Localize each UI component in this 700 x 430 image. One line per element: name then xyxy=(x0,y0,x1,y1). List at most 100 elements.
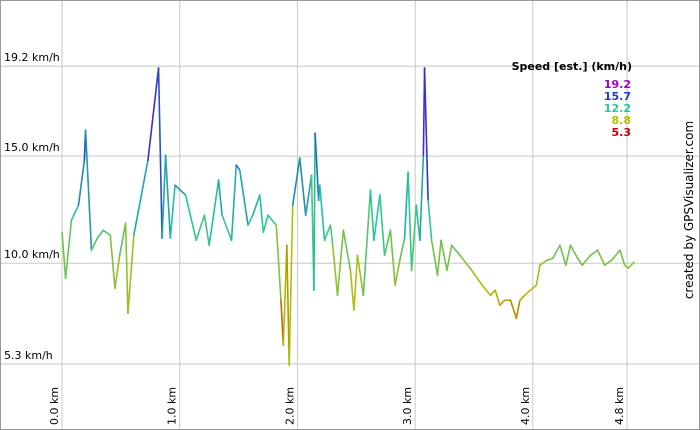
speed-segment xyxy=(440,239,448,272)
y-tick-label: 15.0 km/h xyxy=(4,141,60,154)
speed-segment xyxy=(323,224,332,242)
speed-segment xyxy=(446,244,453,272)
speed-segment xyxy=(552,244,561,260)
speed-segment xyxy=(262,214,269,233)
speed-segment xyxy=(389,229,396,287)
speed-segment xyxy=(235,164,241,171)
speed-segment xyxy=(184,194,198,242)
speed-segment xyxy=(565,244,572,266)
speed-segment xyxy=(619,249,626,266)
speed-segment xyxy=(519,294,526,302)
speed-segment xyxy=(291,157,301,206)
speed-segment xyxy=(77,159,86,206)
speed-segment xyxy=(427,199,433,242)
speed-segment xyxy=(251,194,261,217)
x-tick-label: 4.8 km xyxy=(613,387,626,425)
legend-title: Speed [est.] (km/h) xyxy=(512,60,632,73)
speed-segment xyxy=(523,289,532,297)
speed-segment xyxy=(217,179,223,217)
speed-segment xyxy=(535,264,541,287)
speed-segment xyxy=(61,231,67,279)
speed-segment xyxy=(319,184,326,242)
speed-segment xyxy=(383,229,392,257)
speed-segment xyxy=(489,289,496,297)
speed-segment xyxy=(603,259,613,266)
speed-segment xyxy=(133,159,149,236)
speed-segment xyxy=(84,129,93,251)
x-tick-label: 0.0 km xyxy=(48,387,61,425)
speed-segment xyxy=(157,67,163,239)
speed-segment xyxy=(247,214,254,226)
speed-segment xyxy=(169,184,176,239)
legend-value: 5.3 xyxy=(612,126,632,139)
speed-segment xyxy=(415,204,421,242)
speed-segment xyxy=(589,249,599,257)
legend-value: 19.2 xyxy=(604,78,631,91)
speed-segment xyxy=(221,214,233,242)
watermark: created by GPSVisualizer.com xyxy=(682,121,696,299)
speed-segment xyxy=(369,189,375,242)
speed-segment xyxy=(64,219,73,279)
legend-value: 8.8 xyxy=(612,114,632,127)
speed-segment xyxy=(286,244,291,367)
speed-segment xyxy=(515,299,521,320)
speed-segment xyxy=(539,259,548,266)
speed-segment xyxy=(394,259,401,287)
speed-segment xyxy=(379,194,386,257)
y-tick-label: 19.2 km/h xyxy=(4,51,60,64)
speed-segment xyxy=(174,184,187,196)
x-tick-label: 1.0 km xyxy=(166,387,179,425)
speed-segment xyxy=(423,67,429,202)
speed-segment xyxy=(109,234,116,290)
speed-segment xyxy=(546,257,554,262)
speed-segment xyxy=(403,171,409,239)
speed-segment xyxy=(596,249,606,266)
speed-segment xyxy=(102,229,112,236)
speed-segment xyxy=(230,164,238,242)
speed-segment xyxy=(164,154,172,239)
speed-segment xyxy=(470,269,484,287)
speed-segment xyxy=(127,234,135,315)
speed-segment xyxy=(569,244,579,260)
speed-segment xyxy=(499,299,506,306)
speed-segment xyxy=(314,132,320,202)
speed-segment xyxy=(459,254,473,272)
speed-segment xyxy=(436,239,442,276)
x-tick-label: 4.0 km xyxy=(519,387,532,425)
speed-segment xyxy=(559,244,567,266)
speed-segment xyxy=(494,289,501,306)
speed-segment xyxy=(70,204,80,221)
speed-segment xyxy=(399,237,406,262)
speed-segment xyxy=(118,222,127,257)
speed-segment xyxy=(304,174,313,217)
speed-segment xyxy=(410,204,418,272)
speed-segment xyxy=(627,261,635,269)
x-tick-label: 3.0 km xyxy=(401,387,414,425)
speed-segment xyxy=(610,249,621,262)
speed-segment xyxy=(581,254,592,266)
speed-segment xyxy=(313,132,316,291)
speed-segment xyxy=(481,284,492,297)
speed-segment xyxy=(147,67,160,161)
speed-segment xyxy=(509,299,518,320)
speed-segment xyxy=(90,237,99,251)
speed-segment xyxy=(161,154,167,239)
speed-segment xyxy=(203,214,210,247)
speed-segment xyxy=(238,169,249,226)
speed-segment xyxy=(407,171,413,272)
legend-value: 12.2 xyxy=(604,102,631,115)
speed-segment xyxy=(450,244,461,257)
legend-value: 15.7 xyxy=(604,90,631,103)
speed-segment xyxy=(329,224,334,247)
speed-segment xyxy=(275,224,282,302)
speed-segment xyxy=(349,269,355,312)
speed-segment xyxy=(336,229,345,297)
speed-segment xyxy=(267,214,278,226)
speed-segment xyxy=(195,214,206,242)
speed-segment xyxy=(208,179,220,247)
speed-segment xyxy=(114,254,121,290)
speed-segment xyxy=(282,244,288,347)
speed-segment xyxy=(373,194,381,242)
